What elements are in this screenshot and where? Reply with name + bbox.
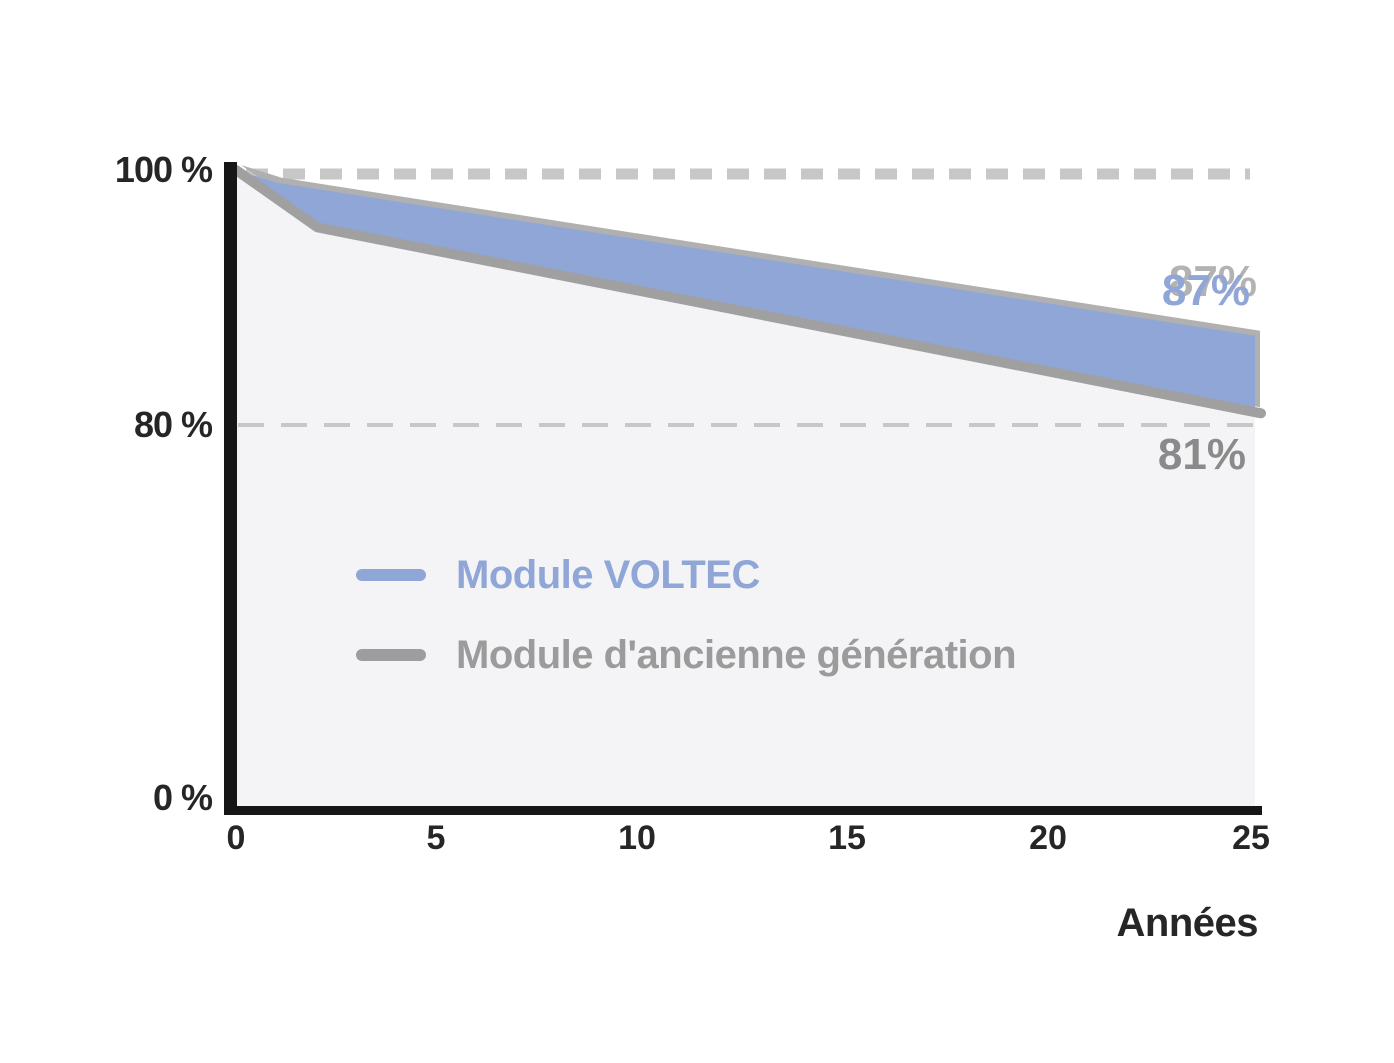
x-tick-20: 20 bbox=[1029, 819, 1067, 857]
legend-item-old-module: Module d'ancienne génération bbox=[356, 632, 1017, 678]
y-axis-label-0: 0 % bbox=[152, 777, 213, 818]
y-axis-label-100: 100 % bbox=[114, 149, 213, 190]
x-tick-10: 10 bbox=[618, 819, 656, 857]
legend-label-voltec: Module VOLTEC bbox=[456, 552, 760, 597]
y-axis-label-80: 80 % bbox=[133, 404, 213, 445]
legend-item-voltec: Module VOLTEC bbox=[356, 552, 1016, 598]
old-module-line-swatch-icon bbox=[356, 649, 426, 661]
plot-background-fill bbox=[236, 170, 1255, 806]
x-axis-title: Années bbox=[1116, 901, 1259, 945]
x-tick-5: 5 bbox=[426, 819, 446, 857]
voltec-end-value-label: 87% bbox=[1161, 266, 1250, 315]
old-module-series-line bbox=[231, 165, 1266, 419]
x-axis bbox=[224, 806, 1262, 815]
x-tick-0: 0 bbox=[226, 819, 246, 857]
x-tick-15: 15 bbox=[828, 819, 866, 857]
voltec-line-swatch-icon bbox=[356, 569, 426, 581]
x-tick-25: 25 bbox=[1232, 819, 1270, 857]
y-axis bbox=[224, 162, 237, 815]
legend: Module VOLTEC Module d'ancienne générati… bbox=[356, 552, 1017, 678]
legend-label-old-module: Module d'ancienne génération bbox=[456, 632, 1017, 677]
old-module-end-value-label: 81% bbox=[1157, 430, 1246, 479]
voltec-series-area bbox=[236, 170, 1255, 413]
